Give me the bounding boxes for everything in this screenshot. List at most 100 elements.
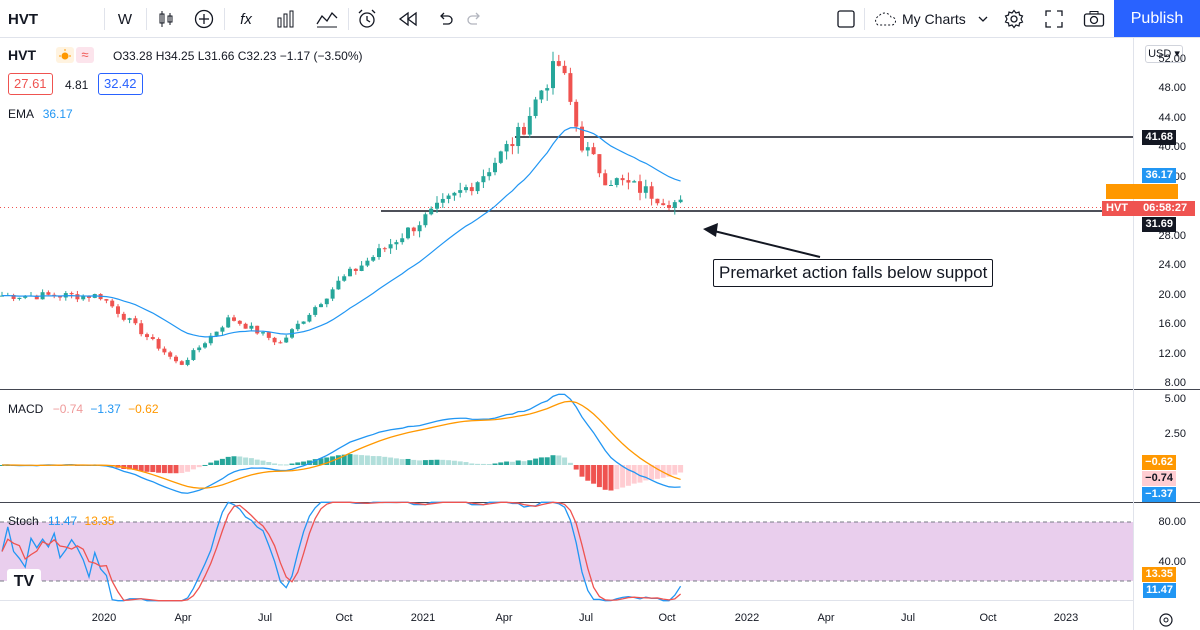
- plus-circle-icon[interactable]: [192, 6, 216, 32]
- macd-hist-bar: [301, 461, 307, 465]
- price-axis-tick: 8.00: [1164, 377, 1186, 389]
- price-axis-tick: 16.00: [1158, 318, 1186, 331]
- tradingview-logo[interactable]: TV: [7, 569, 41, 595]
- sell-price-box[interactable]: 27.61: [8, 73, 53, 95]
- macd-hist-bar: [393, 458, 399, 465]
- macd-hist-bar: [567, 462, 573, 465]
- macd-value-macd: −1.37: [90, 402, 121, 416]
- candle: [81, 295, 86, 300]
- macd-hist-bar: [562, 457, 568, 465]
- candle: [46, 292, 51, 295]
- candle: [556, 61, 561, 66]
- macd-hist-bar: [678, 465, 684, 473]
- buy-price-box[interactable]: 32.42: [98, 73, 143, 95]
- gear-icon[interactable]: [1002, 6, 1026, 32]
- candle-series: [0, 51, 683, 367]
- candle: [452, 192, 457, 196]
- ema-value: 36.17: [42, 107, 73, 121]
- macd-hist-bar: [498, 462, 504, 465]
- candle: [493, 162, 497, 173]
- macd-hist-bar: [625, 465, 631, 486]
- price-axis-tick: 24.00: [1158, 259, 1186, 272]
- annotation-callout[interactable]: Premarket action falls below suppot: [713, 259, 994, 287]
- candle: [638, 181, 642, 193]
- indicators-button[interactable]: fx: [240, 10, 252, 28]
- candle: [185, 359, 190, 365]
- macd-hist-bar: [341, 454, 347, 465]
- macd-hist-bar: [585, 465, 591, 481]
- publish-button[interactable]: Publish: [1114, 0, 1200, 37]
- macd-signal-line: [1, 400, 681, 489]
- chevron-down-icon[interactable]: [976, 6, 990, 32]
- stoch-d-line: [1, 501, 682, 602]
- candle: [672, 202, 677, 208]
- expand-icon[interactable]: [1042, 6, 1066, 32]
- candle: [174, 356, 178, 362]
- candle: [237, 320, 242, 324]
- replay-icon[interactable]: [396, 6, 420, 32]
- macd-legend: MACD −0.74 −1.37 −0.62: [8, 402, 159, 416]
- fullscreen-square-icon[interactable]: [834, 6, 858, 32]
- arrow-head: [703, 223, 718, 237]
- candle: [562, 65, 567, 74]
- macd-hist-bar: [440, 459, 446, 465]
- candle: [139, 323, 144, 335]
- macd-hist-bar: [614, 465, 620, 490]
- macd-hist-bar: [654, 465, 660, 479]
- candle: [359, 265, 364, 272]
- macd-hist-bar: [660, 465, 666, 478]
- currency-dropdown[interactable]: USD ▾: [1145, 45, 1183, 63]
- candle: [504, 144, 509, 152]
- gear-icon[interactable]: [1159, 613, 1173, 627]
- candle: [162, 348, 167, 353]
- candle: [400, 238, 405, 243]
- macd-hist-bar: [127, 465, 133, 470]
- toolbar-divider: [864, 8, 865, 30]
- wave-icon: ≈: [76, 47, 94, 63]
- candle: [371, 257, 376, 261]
- redo-icon[interactable]: [464, 6, 486, 32]
- candle: [388, 244, 393, 249]
- candle: [417, 225, 422, 232]
- candle: [643, 186, 648, 193]
- macd-hist-bar: [225, 456, 231, 465]
- undo-icon[interactable]: [434, 6, 456, 32]
- symbol-search-button[interactable]: HVT: [8, 10, 38, 28]
- candle: [168, 352, 173, 357]
- price-chart[interactable]: [0, 38, 1200, 630]
- macd-histogram: [0, 454, 684, 491]
- macd-hist-bar: [631, 465, 637, 484]
- resistance-price-tag: 41.68: [1142, 130, 1176, 145]
- ohlc-readout: O33.28 H34.25 L31.66 C32.23 −1.17 (−3.50…: [113, 49, 363, 63]
- macd-hist-bar: [637, 465, 643, 483]
- layout-name[interactable]: My Charts: [902, 11, 966, 27]
- macd-hist-bar: [132, 465, 138, 470]
- stoch-d-tag: 13.35: [1142, 567, 1176, 582]
- time-axis-label: Oct: [979, 612, 997, 624]
- macd-hist-bar: [289, 463, 295, 465]
- candle: [411, 227, 416, 232]
- candle: [330, 289, 335, 299]
- bar-chart-icon[interactable]: [274, 6, 298, 32]
- compare-icon[interactable]: [314, 6, 340, 32]
- macd-hist-bar: [556, 455, 562, 465]
- legend-symbol[interactable]: HVT: [8, 47, 36, 63]
- stoch-k-value: 11.47: [48, 514, 78, 528]
- toolbar-divider: [348, 8, 349, 30]
- time-axis-label: Jul: [257, 612, 273, 624]
- alert-clock-icon[interactable]: [354, 6, 380, 32]
- candles-icon[interactable]: [154, 6, 178, 32]
- camera-icon[interactable]: [1082, 6, 1106, 32]
- macd-hist-bar: [417, 460, 423, 465]
- candle: [214, 331, 219, 336]
- stoch-axis-tick: 40.00: [1158, 556, 1186, 568]
- candle: [307, 314, 312, 322]
- macd-hist-bar: [411, 459, 417, 465]
- price-axis-tick: 20.00: [1158, 288, 1186, 301]
- candle: [203, 343, 207, 348]
- toolbar-divider: [224, 8, 225, 30]
- interval-button[interactable]: W: [117, 10, 133, 28]
- macd-hist-bar: [214, 460, 220, 465]
- macd-hist-bar: [277, 464, 283, 466]
- candle: [69, 293, 74, 295]
